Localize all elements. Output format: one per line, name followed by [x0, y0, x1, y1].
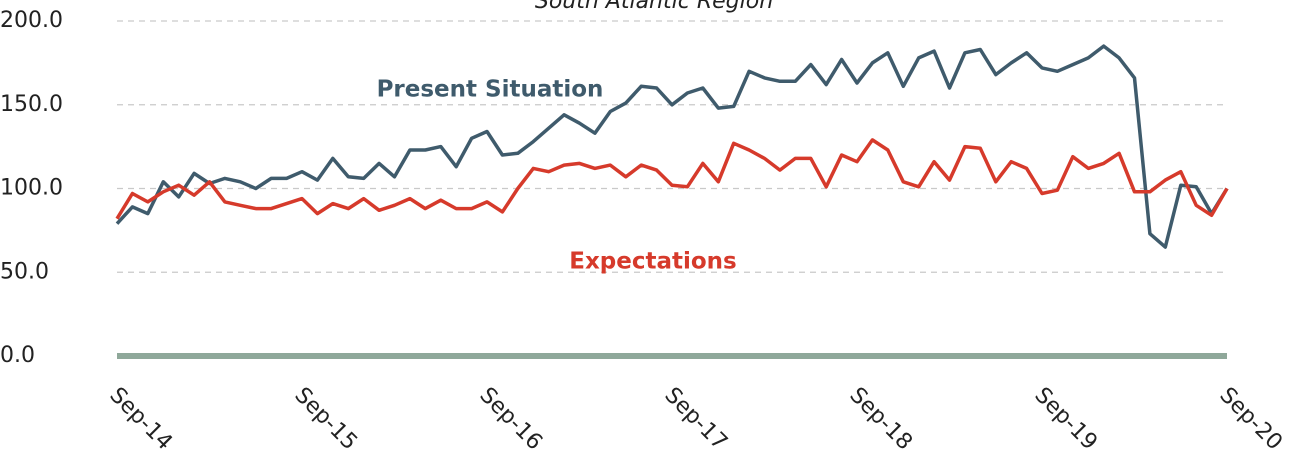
- series-label: Present Situation: [377, 77, 604, 103]
- y-tick-label: 150.0: [0, 92, 63, 117]
- series-label: Expectations: [569, 249, 737, 275]
- y-tick-label: 0.0: [0, 343, 35, 368]
- x-tick-label: Sep-20: [1215, 383, 1287, 455]
- x-tick-label: Sep-14: [105, 383, 177, 455]
- series-line: [115, 138, 1229, 220]
- x-tick-label: Sep-17: [660, 383, 732, 455]
- x-tick-label: Sep-15: [290, 383, 362, 455]
- x-tick-label: Sep-16: [475, 383, 547, 455]
- chart-title: South Atlantic Region: [535, 0, 773, 14]
- y-tick-label: 100.0: [0, 176, 63, 201]
- y-tick-label: 200.0: [0, 8, 63, 33]
- x-tick-label: Sep-19: [1030, 383, 1102, 455]
- y-tick-label: 50.0: [0, 259, 49, 284]
- series-line: [115, 44, 1229, 249]
- x-tick-label: Sep-18: [845, 383, 917, 455]
